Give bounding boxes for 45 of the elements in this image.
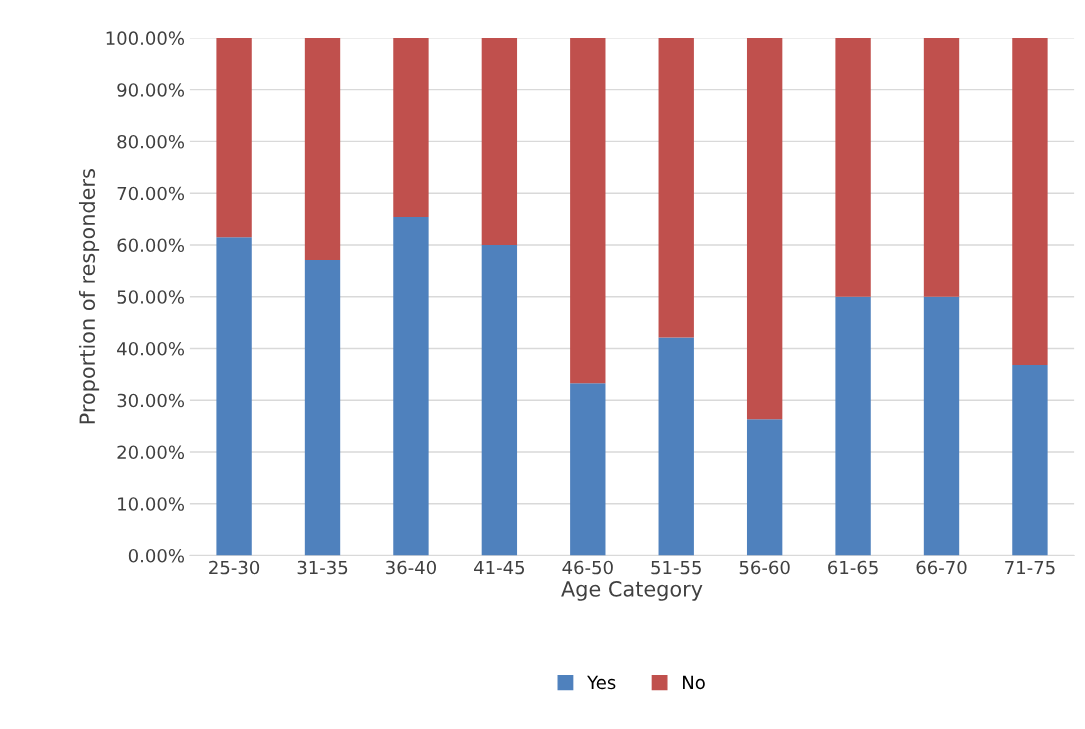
x-axis-title: Age Category bbox=[561, 580, 703, 601]
x-tick-label: 31-35 bbox=[297, 560, 348, 575]
bar bbox=[835, 296, 871, 556]
y-tick-label: 90.00% bbox=[117, 83, 185, 97]
y-tick-label: 30.00% bbox=[117, 393, 185, 408]
bar bbox=[1012, 365, 1048, 556]
bar bbox=[481, 244, 518, 556]
y-tick-label: 100.00% bbox=[106, 31, 185, 46]
bar bbox=[304, 259, 341, 556]
y-axis-title: Proportion of responders bbox=[78, 169, 100, 424]
y-tick-label: 10.00% bbox=[118, 497, 185, 511]
bar bbox=[923, 296, 960, 556]
y-tick-label: 60.00% bbox=[117, 238, 185, 253]
x-tick-label: 66-70 bbox=[916, 560, 967, 575]
x-tick-label: 61-65 bbox=[828, 560, 878, 575]
bar bbox=[570, 383, 606, 556]
bar bbox=[393, 216, 429, 556]
bar bbox=[658, 37, 694, 338]
bar bbox=[216, 37, 252, 238]
bar bbox=[923, 37, 960, 297]
x-tick-label: 25-30 bbox=[209, 560, 260, 575]
bar bbox=[746, 37, 783, 420]
x-tick-label: 51-55 bbox=[651, 560, 701, 575]
y-tick-label: 40.00% bbox=[117, 341, 185, 356]
y-tick-label: 80.00% bbox=[117, 134, 185, 149]
y-tick-label: 50.00% bbox=[117, 290, 185, 304]
bar bbox=[570, 37, 606, 384]
bar bbox=[746, 419, 783, 556]
x-tick-label: 71-75 bbox=[1005, 560, 1055, 575]
x-tick-label: 56-60 bbox=[739, 560, 790, 575]
y-tick-label: 20.00% bbox=[117, 445, 185, 460]
y-tick-label: 0.00% bbox=[128, 548, 185, 563]
x-tick-label: 36-40 bbox=[386, 560, 436, 575]
legend-label: No bbox=[683, 675, 705, 690]
x-tick-label: 41-45 bbox=[474, 560, 525, 575]
bar bbox=[216, 237, 252, 556]
bar bbox=[304, 37, 341, 260]
y-tick-label: 70.00% bbox=[117, 186, 185, 201]
legend-label: Yes bbox=[587, 675, 616, 690]
x-tick-label: 46-50 bbox=[562, 560, 613, 575]
bar bbox=[1012, 37, 1048, 366]
bar bbox=[835, 37, 871, 297]
bar bbox=[658, 337, 694, 556]
bar bbox=[481, 37, 518, 245]
bar bbox=[393, 37, 429, 217]
